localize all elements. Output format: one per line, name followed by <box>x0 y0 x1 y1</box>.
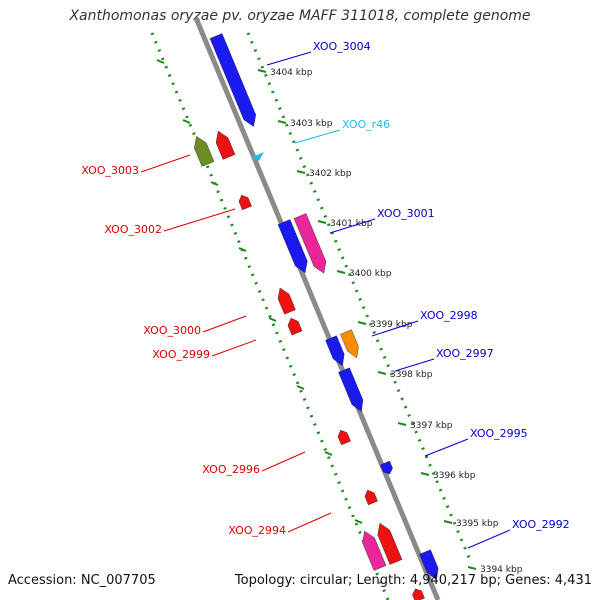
kbp-tick-mark <box>257 69 267 73</box>
gene-label-leader <box>424 438 469 457</box>
gene-xoo-2999 <box>287 317 303 336</box>
gene-xoo-2998 <box>325 335 345 367</box>
kbp-tick-label: 3394 kbp <box>480 565 523 575</box>
outer-major-tick <box>182 119 191 124</box>
gene-xoo-3003 <box>215 130 236 160</box>
kbp-tick-label: 3401 kbp <box>330 219 373 229</box>
gene-xoo-3001-block <box>277 219 308 274</box>
gene-label-xoo-2992: XOO_2992 <box>512 518 570 531</box>
outer-major-tick <box>354 519 363 524</box>
outer-major-tick <box>238 247 247 252</box>
kbp-tick-label: 3403 kbp <box>290 119 333 129</box>
kbp-tick-label: 3402 kbp <box>309 169 352 179</box>
gene-label-xoo-3002: XOO_3002 <box>104 223 162 236</box>
gene-label-leader <box>211 339 257 357</box>
gene-label-xoo-2994: XOO_2994 <box>228 524 286 537</box>
kbp-tick-mark <box>296 170 306 174</box>
gene-red-lower <box>377 522 403 565</box>
outer-major-tick <box>156 59 165 64</box>
kbp-tick-mark <box>317 220 327 224</box>
gene-label-xoo-3000: XOO_3000 <box>143 324 201 337</box>
kbp-tick-mark <box>357 321 367 325</box>
gene-xoo-2994 <box>364 489 378 506</box>
gene-label-leader <box>202 315 247 333</box>
gene-xoo-3003-olive <box>194 135 215 167</box>
gene-label-leader <box>163 208 236 232</box>
gene-label-xoo-2996: XOO_2996 <box>202 463 260 476</box>
gene-xoo-2995 <box>380 460 393 475</box>
kbp-tick-label: 3396 kbp <box>433 471 476 481</box>
outer-major-tick <box>324 451 333 456</box>
gene-label-leader <box>467 529 511 549</box>
gene-label-xoo-2999: XOO_2999 <box>152 348 210 361</box>
gene-label-xoo-2998: XOO_2998 <box>420 309 478 322</box>
gene-xoo-3002 <box>238 194 252 211</box>
gene-label-leader <box>140 154 191 173</box>
gene-pink-lower <box>362 530 387 571</box>
kbp-tick-label: 3395 kbp <box>456 519 499 529</box>
kbp-tick-mark <box>336 270 346 274</box>
gene-label-xoo-3001: XOO_3001 <box>377 207 435 220</box>
gene-red-bottom <box>412 588 425 600</box>
kbp-tick-mark <box>397 422 407 426</box>
gene-xoo-3004 <box>209 33 257 127</box>
gene-label-leader <box>294 129 341 144</box>
gene-orange <box>340 329 359 359</box>
gene-xoo-2992 <box>419 549 439 581</box>
kbp-tick-label: 3400 kbp <box>349 269 392 279</box>
gene-label-xoo-2997: XOO_2997 <box>436 347 494 360</box>
rna-xoo-r46 <box>252 152 264 161</box>
outer-major-tick <box>210 181 219 186</box>
gene-label-leader <box>261 451 306 472</box>
gene-label-xoo-r46: XOO_r46 <box>342 118 390 131</box>
outer-tick-track <box>150 32 390 600</box>
kbp-tick-label: 3399 kbp <box>370 320 413 330</box>
kbp-tick-label: 3398 kbp <box>390 370 433 380</box>
gene-label-xoo-3004: XOO_3004 <box>313 40 371 53</box>
kbp-tick-mark <box>443 520 453 524</box>
kbp-tick-mark <box>420 472 430 476</box>
genome-axis-line <box>193 17 441 600</box>
gene-label-leader <box>371 320 419 337</box>
kbp-tick-mark <box>377 371 387 375</box>
kbp-tick-label: 3404 kbp <box>270 68 313 78</box>
gene-label-leader <box>394 358 435 372</box>
kbp-tick-mark <box>467 566 477 570</box>
gene-label-xoo-3003: XOO_3003 <box>81 164 139 177</box>
genome-title: Xanthomonas oryzae pv. oryzae MAFF 31101… <box>69 8 531 24</box>
accession-text: Accession: NC_007705 <box>8 573 156 588</box>
gene-label-leader <box>266 51 312 66</box>
gene-pink <box>293 213 327 274</box>
gene-xoo-2996 <box>337 429 351 446</box>
gene-label-xoo-2995: XOO_2995 <box>470 427 528 440</box>
gene-xoo-3000 <box>277 287 296 315</box>
gene-label-leader <box>287 512 332 533</box>
gene-xoo-2997 <box>338 367 364 412</box>
outer-major-tick <box>296 385 305 390</box>
kbp-tick-label: 3397 kbp <box>410 421 453 431</box>
kbp-tick-mark <box>277 120 287 124</box>
gene-label-leader <box>329 218 376 234</box>
outer-major-tick <box>268 317 277 322</box>
topology-text: Topology: circular; Length: 4,940,217 bp… <box>234 573 592 588</box>
